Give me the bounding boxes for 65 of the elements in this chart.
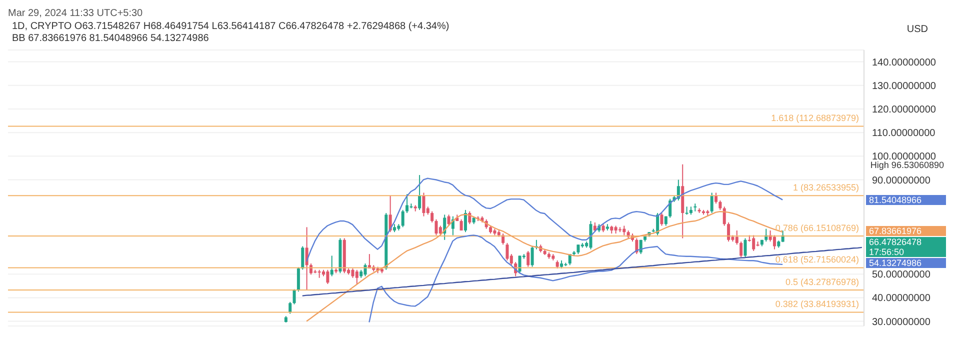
text: 66.47826478: [866, 237, 946, 247]
y-tick-label: 100.00000000: [872, 152, 936, 163]
candlestick: [401, 209, 404, 228]
candlestick: [502, 233, 505, 246]
y-tick-label: 90.00000000: [872, 175, 931, 186]
candlestick: [518, 255, 522, 274]
y-tick-label: 110.00000000: [872, 128, 936, 140]
candlestick: [355, 269, 358, 285]
candlestick: [740, 241, 743, 258]
candlestick: [727, 222, 730, 242]
y-tick-label: 140.00000000: [872, 57, 936, 68]
candlestick: [464, 209, 467, 233]
candlestick: [576, 244, 580, 255]
candlestick: [526, 250, 530, 268]
candlestick: [447, 214, 450, 226]
candlestick: [326, 269, 330, 285]
candlestick: [735, 230, 738, 246]
text: USD: [906, 24, 928, 35]
y-tick-label: 120.00000000: [872, 104, 936, 116]
candlestick: [288, 301, 292, 314]
y-tick-label: 40.00000000: [872, 293, 931, 304]
ref-line-label: 0.786 (66.15108769): [775, 223, 859, 234]
candlestick: [351, 268, 354, 278]
candlestick: [301, 246, 304, 270]
text: 17:56:50: [866, 247, 946, 257]
candlestick: [364, 262, 367, 277]
candlestick: [752, 234, 756, 252]
ref-line-label: 0.618 (52.71560024): [775, 254, 859, 265]
text: 81.54048966: [866, 195, 946, 205]
candlestick: [722, 206, 726, 226]
text: 54.13274986: [866, 258, 946, 268]
candlestick: [406, 194, 409, 214]
ref-line-label: 0.382 (33.84193931): [775, 299, 859, 310]
candlestick: [744, 238, 747, 258]
candlestick: [714, 192, 718, 204]
candlestick: [506, 242, 509, 261]
candlestick: [330, 255, 334, 277]
candlestick: [292, 288, 296, 305]
chart-title: 1D, CRYPTO O63.71548267 H68.46491754 L63.56414187 C66.47826478 +2.76294868 (+4.34%): [12, 21, 450, 32]
candlestick: [772, 234, 776, 250]
candlestick: [660, 212, 664, 226]
candlestick: [296, 266, 300, 292]
candlestick: [438, 225, 442, 236]
ref-line-label: 1 (83.26533955): [792, 182, 859, 193]
candlestick: [434, 218, 438, 236]
y-tick-label: 50.00000000: [872, 270, 931, 281]
chart-subtitle: BB 67.83661976 81.54048966 54.13274986: [12, 33, 209, 44]
candlestick: [622, 225, 626, 236]
y-tick-label: 130.00000000: [872, 80, 936, 92]
ref-line-label: 1.618 (112.68873979): [771, 113, 859, 124]
ref-line-label: 0.5 (43.27876978): [785, 276, 859, 287]
candlestick: [694, 203, 697, 212]
candlestick: [430, 210, 434, 223]
candlestick: [589, 220, 592, 250]
candlestick: [718, 200, 722, 210]
y-tick-label: 30.00000000: [872, 316, 931, 328]
candlestick: [710, 192, 714, 214]
candlestick: [460, 218, 463, 231]
text: Mar 29, 2024 11:33 UTC+5:30: [8, 8, 143, 19]
text: High 96.53060890: [870, 160, 944, 170]
text: 67.83661976: [866, 226, 946, 236]
candlestick: [418, 174, 422, 210]
candlestick: [422, 192, 426, 217]
line-series: [302, 246, 863, 296]
candlestick: [530, 246, 534, 268]
